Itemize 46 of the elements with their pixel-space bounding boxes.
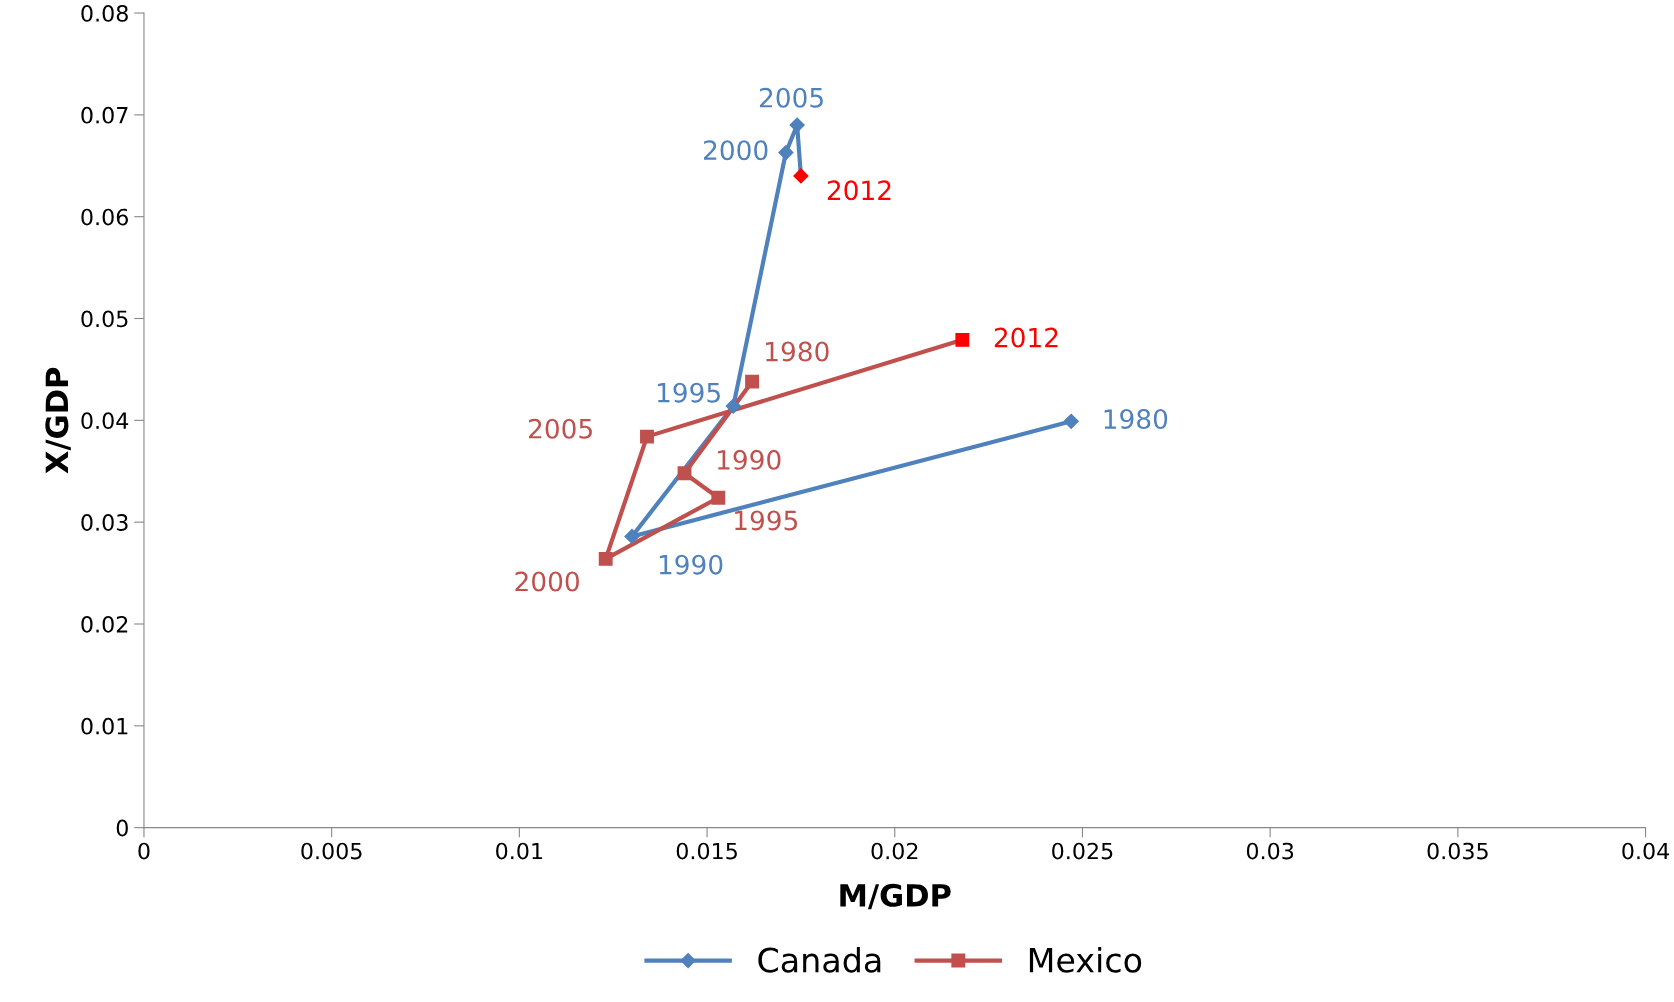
x-tick-label: 0.035 (1427, 842, 1488, 860)
x-tick-label: 0.03 (1246, 842, 1294, 860)
y-tick-label: 0.02 (81, 615, 128, 633)
annotation: 1995 (657, 382, 720, 403)
legend-label: Mexico (1029, 946, 1142, 973)
x-tick-label: 0.025 (1052, 842, 1113, 860)
annotation: 1990 (659, 554, 723, 575)
y-tick-label: 0.08 (81, 4, 128, 22)
point (598, 551, 613, 566)
x-tick-label: 0.015 (676, 842, 737, 860)
y-tick-label: 0.06 (81, 208, 128, 226)
point (793, 168, 809, 184)
x-tick-label: 0.005 (301, 842, 362, 860)
point (778, 144, 794, 161)
y-tick-label: 0 (116, 819, 128, 837)
annotation: 2005 (759, 87, 823, 108)
x-tick-label: 0.02 (871, 842, 918, 860)
point (789, 117, 805, 133)
point (955, 332, 970, 347)
legend-label: Canada (758, 946, 881, 973)
y-tick-label: 0.05 (81, 310, 128, 328)
point (711, 490, 726, 505)
y-tick-label: 0.07 (81, 106, 128, 124)
annotation: 1990 (717, 449, 781, 470)
annotation: 2000 (515, 571, 579, 592)
point (624, 528, 640, 544)
point (725, 398, 741, 414)
annotation: 1980 (766, 341, 829, 362)
y-tick-label: 0.03 (81, 514, 128, 531)
annotation: 2012 (827, 180, 891, 201)
point (677, 466, 692, 481)
point (640, 429, 654, 444)
y-tick-label: 0.04 (81, 412, 129, 430)
annotation: 2005 (528, 418, 592, 439)
y-axis-title: X/GDP (45, 367, 71, 474)
x-tick-label: 0 (138, 842, 150, 860)
x-axis-title: M/GDP (840, 883, 951, 910)
point (1063, 413, 1079, 429)
y-tick-label: 0.01 (81, 717, 128, 735)
annotation: 2000 (704, 140, 768, 161)
annotation: 1995 (735, 510, 798, 531)
annotation: 2012 (994, 327, 1058, 348)
x-tick-label: 0.04 (1622, 842, 1670, 860)
annotation: 1980 (1104, 409, 1168, 430)
x-tick-label: 0.01 (496, 842, 543, 860)
point (745, 374, 760, 389)
